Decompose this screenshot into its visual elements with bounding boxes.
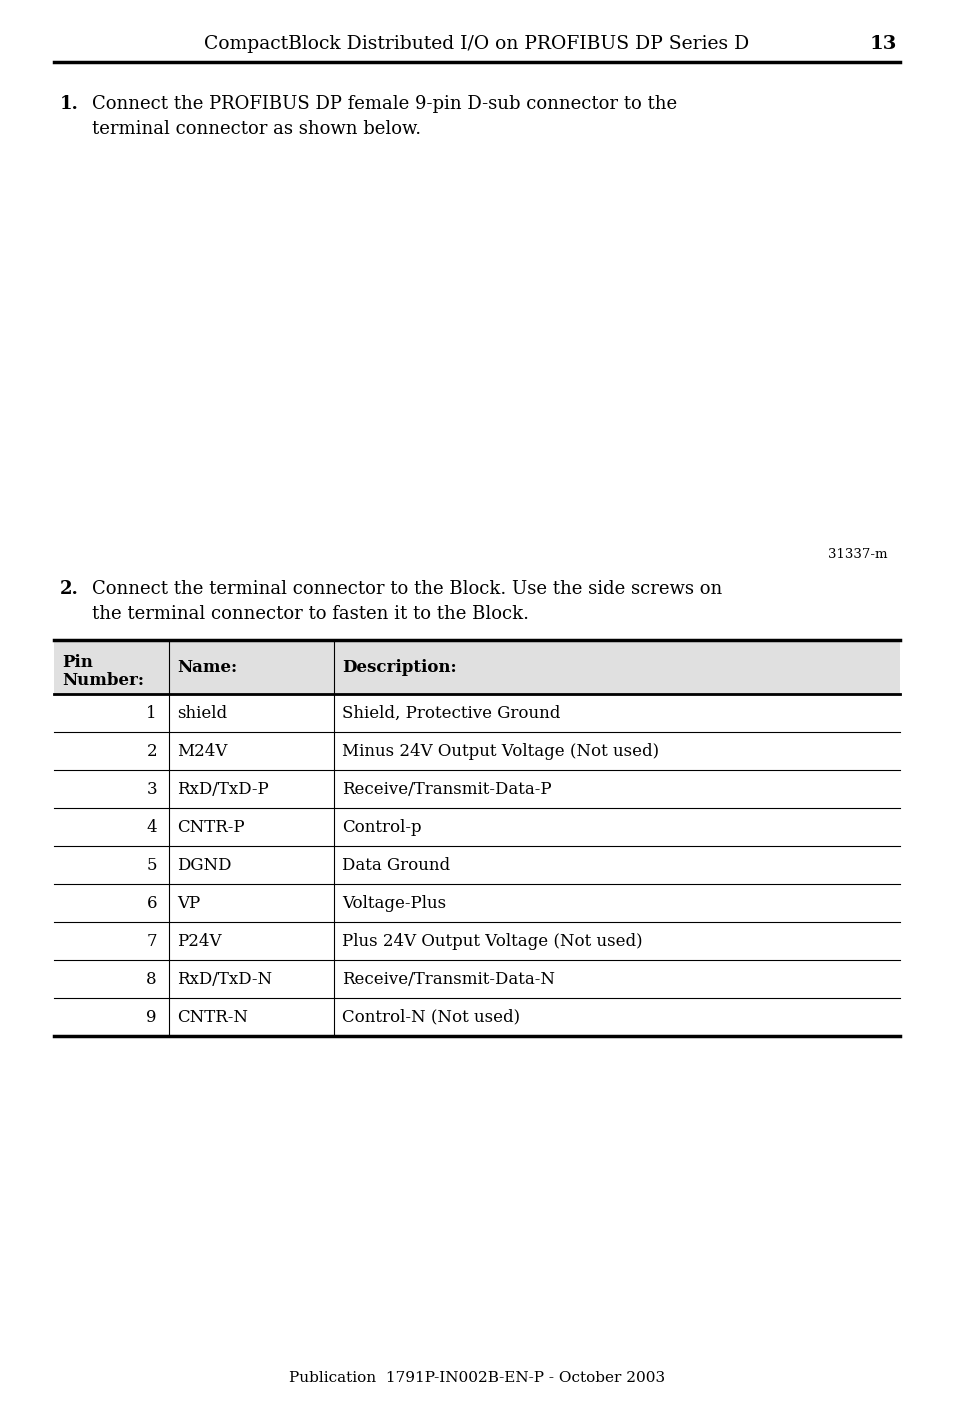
Text: Pin: Pin: [62, 654, 92, 671]
Text: 5: 5: [147, 856, 157, 873]
Text: 4: 4: [146, 818, 157, 835]
Text: Description:: Description:: [341, 658, 456, 675]
Text: 1: 1: [146, 704, 157, 721]
Text: 6: 6: [147, 894, 157, 911]
Text: 8: 8: [146, 970, 157, 987]
Text: Control-N (Not used): Control-N (Not used): [341, 1008, 519, 1025]
Text: RxD/TxD-N: RxD/TxD-N: [177, 970, 272, 987]
Text: P24V: P24V: [177, 932, 221, 949]
Text: Publication  1791P-IN002B-EN-P - October 2003: Publication 1791P-IN002B-EN-P - October …: [289, 1371, 664, 1385]
Text: Data Ground: Data Ground: [341, 856, 450, 873]
Bar: [54, 640, 899, 695]
Text: DGND: DGND: [177, 856, 232, 873]
Text: 7: 7: [146, 932, 157, 949]
Text: Receive/Transmit-Data-P: Receive/Transmit-Data-P: [341, 780, 551, 797]
Text: 1.: 1.: [60, 96, 79, 112]
Text: Number:: Number:: [62, 672, 144, 689]
Text: VP: VP: [177, 894, 200, 911]
Text: CompactBlock Distributed I/O on PROFIBUS DP Series D: CompactBlock Distributed I/O on PROFIBUS…: [204, 35, 749, 53]
Text: Shield, Protective Ground: Shield, Protective Ground: [341, 704, 559, 721]
Text: RxD/TxD-P: RxD/TxD-P: [177, 780, 269, 797]
Text: 2: 2: [146, 742, 157, 759]
Text: 13: 13: [869, 35, 897, 53]
Text: terminal connector as shown below.: terminal connector as shown below.: [91, 120, 420, 138]
Text: M24V: M24V: [177, 742, 227, 759]
Text: 31337-m: 31337-m: [827, 548, 886, 561]
Text: Plus 24V Output Voltage (Not used): Plus 24V Output Voltage (Not used): [341, 932, 642, 949]
Text: shield: shield: [177, 704, 227, 721]
Text: Minus 24V Output Voltage (Not used): Minus 24V Output Voltage (Not used): [341, 742, 659, 759]
Text: Voltage-Plus: Voltage-Plus: [341, 894, 446, 911]
Text: CNTR-P: CNTR-P: [177, 818, 244, 835]
Text: Connect the PROFIBUS DP female 9-pin D-sub connector to the: Connect the PROFIBUS DP female 9-pin D-s…: [91, 96, 677, 112]
Text: CNTR-N: CNTR-N: [177, 1008, 248, 1025]
Text: the terminal connector to fasten it to the Block.: the terminal connector to fasten it to t…: [91, 605, 529, 623]
Text: Name:: Name:: [177, 658, 237, 675]
Text: Control-p: Control-p: [341, 818, 421, 835]
Text: Connect the terminal connector to the Block. Use the side screws on: Connect the terminal connector to the Bl…: [91, 581, 721, 598]
Text: Receive/Transmit-Data-N: Receive/Transmit-Data-N: [341, 970, 555, 987]
Text: 2.: 2.: [60, 581, 79, 598]
Text: 3: 3: [146, 780, 157, 797]
Text: 9: 9: [147, 1008, 157, 1025]
